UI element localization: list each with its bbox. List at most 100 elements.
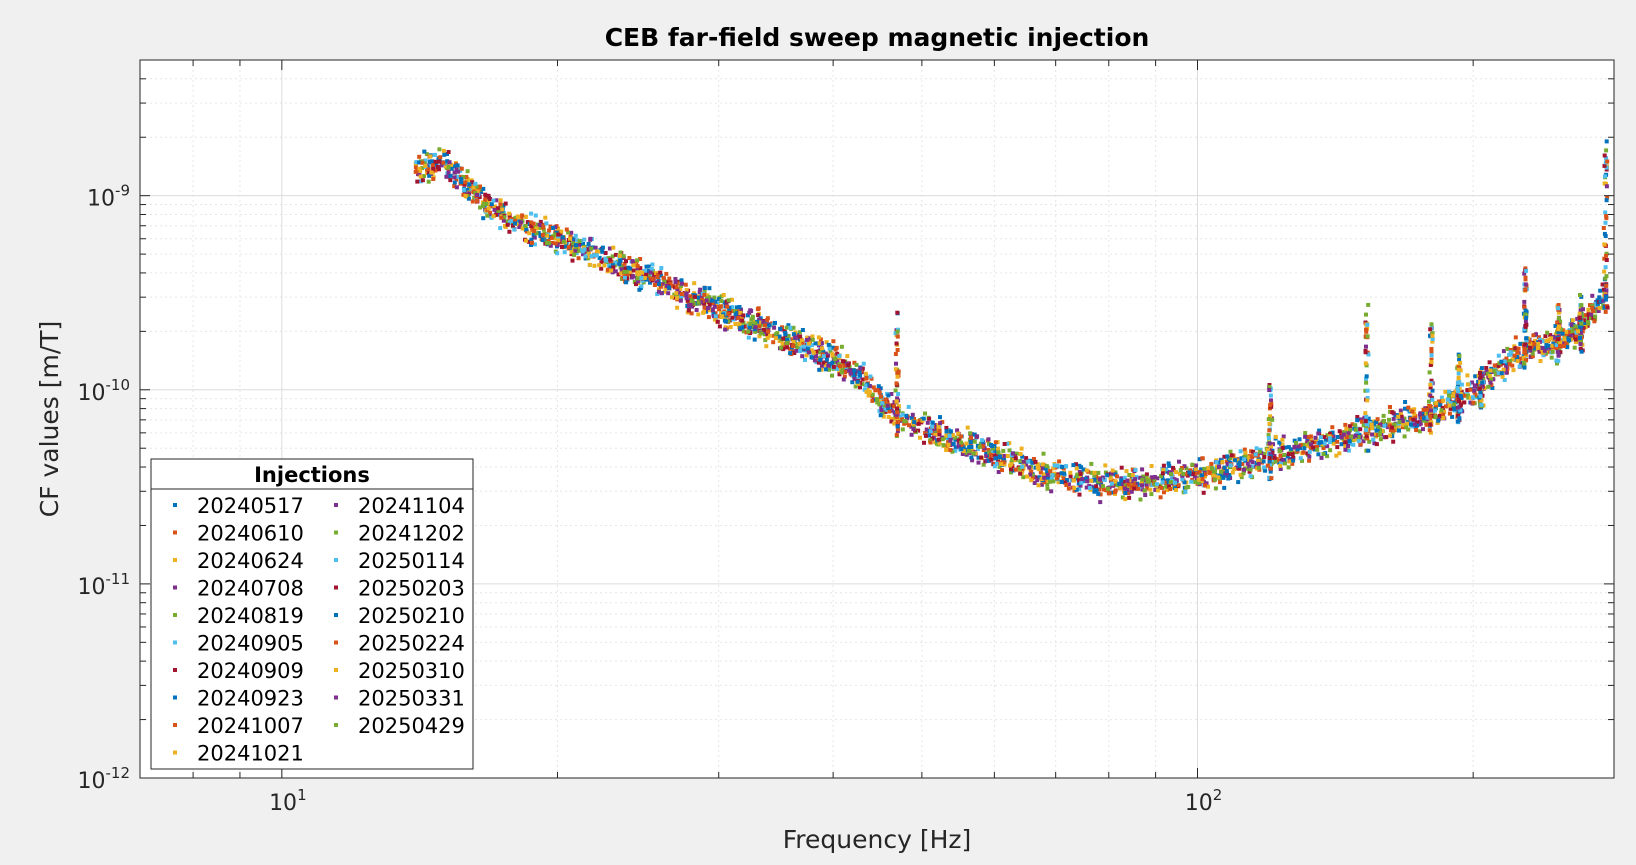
scatter-point bbox=[1045, 475, 1050, 480]
scatter-point bbox=[635, 264, 640, 269]
scatter-point bbox=[906, 404, 911, 409]
scatter-point bbox=[1286, 445, 1291, 450]
scatter-point bbox=[467, 186, 472, 191]
scatter-point bbox=[1504, 365, 1509, 370]
scatter-point bbox=[896, 426, 900, 431]
scatter-point bbox=[1183, 472, 1188, 477]
scatter-point bbox=[1359, 419, 1364, 424]
scatter-point bbox=[1206, 484, 1210, 489]
scatter-point bbox=[1366, 448, 1371, 453]
scatter-point bbox=[1020, 468, 1025, 473]
scatter-point bbox=[1182, 464, 1187, 469]
scatter-point bbox=[1523, 319, 1528, 324]
legend-marker bbox=[173, 530, 177, 535]
scatter-point bbox=[532, 242, 537, 247]
scatter-point bbox=[1068, 470, 1073, 475]
scatter-point bbox=[1364, 327, 1368, 332]
scatter-point bbox=[634, 260, 639, 265]
scatter-point bbox=[1280, 446, 1285, 450]
scatter-point bbox=[740, 318, 745, 323]
scatter-point bbox=[1280, 437, 1285, 442]
scatter-point bbox=[831, 364, 836, 369]
scatter-point bbox=[524, 227, 529, 232]
scatter-point bbox=[843, 370, 848, 374]
scatter-point bbox=[979, 455, 984, 460]
scatter-point bbox=[1466, 395, 1471, 400]
scatter-point bbox=[937, 429, 942, 433]
scatter-point bbox=[1256, 458, 1261, 463]
scatter-point bbox=[735, 305, 739, 310]
scatter-point bbox=[967, 437, 972, 442]
scatter-point bbox=[529, 237, 534, 242]
scatter-point bbox=[1584, 313, 1588, 318]
scatter-point bbox=[613, 252, 618, 257]
scatter-point bbox=[976, 455, 981, 460]
scatter-point bbox=[479, 187, 483, 192]
scatter-point bbox=[1459, 382, 1464, 387]
legend-label: 20250203 bbox=[358, 577, 465, 601]
scatter-point bbox=[513, 218, 518, 223]
scatter-point bbox=[1079, 465, 1084, 470]
scatter-point bbox=[1002, 453, 1007, 458]
scatter-point bbox=[659, 266, 664, 270]
scatter-point bbox=[900, 427, 905, 432]
scatter-point bbox=[965, 425, 970, 430]
scatter-point bbox=[1456, 394, 1461, 399]
scatter-point bbox=[1352, 437, 1357, 442]
scatter-point bbox=[675, 296, 680, 301]
scatter-point bbox=[1429, 420, 1434, 425]
scatter-point bbox=[824, 360, 829, 365]
scatter-point bbox=[948, 429, 953, 434]
scatter-point bbox=[798, 349, 803, 354]
scatter-point bbox=[1374, 420, 1379, 424]
scatter-point bbox=[500, 207, 505, 212]
scatter-point bbox=[1589, 315, 1593, 320]
scatter-point bbox=[561, 237, 566, 242]
scatter-point bbox=[1007, 448, 1012, 453]
scatter-point bbox=[1077, 492, 1082, 497]
scatter-point bbox=[818, 357, 823, 362]
scatter-point bbox=[728, 325, 733, 329]
scatter-point bbox=[1545, 330, 1550, 335]
scatter-point bbox=[878, 413, 883, 418]
scatter-point bbox=[1455, 413, 1460, 418]
scatter-point bbox=[719, 299, 724, 303]
scatter-point bbox=[1421, 427, 1425, 432]
scatter-point bbox=[759, 331, 764, 336]
scatter-point bbox=[710, 301, 715, 305]
scatter-point bbox=[1427, 399, 1431, 404]
scatter-point bbox=[712, 304, 717, 309]
scatter-point bbox=[837, 372, 842, 377]
scatter-point bbox=[1249, 454, 1254, 459]
scatter-point bbox=[1524, 338, 1529, 343]
scatter-point bbox=[1367, 439, 1372, 444]
scatter-point bbox=[1523, 312, 1528, 316]
scatter-point bbox=[608, 265, 613, 270]
scatter-point bbox=[430, 163, 435, 167]
scatter-point bbox=[833, 347, 838, 352]
scatter-point bbox=[417, 154, 422, 159]
scatter-point bbox=[1172, 477, 1177, 482]
scatter-point bbox=[809, 355, 814, 360]
scatter-point bbox=[823, 367, 828, 372]
scatter-point bbox=[835, 351, 840, 356]
scatter-point bbox=[556, 232, 561, 237]
scatter-point bbox=[577, 239, 582, 244]
scatter-point bbox=[454, 167, 459, 172]
scatter-point bbox=[1604, 148, 1609, 153]
scatter-point bbox=[1023, 462, 1028, 467]
scatter-point bbox=[1427, 428, 1432, 433]
scatter-point bbox=[452, 175, 457, 180]
scatter-point bbox=[1346, 444, 1350, 448]
scatter-point bbox=[553, 241, 558, 246]
scatter-point bbox=[1550, 349, 1555, 354]
scatter-point bbox=[549, 235, 554, 240]
scatter-point bbox=[586, 241, 591, 246]
scatter-point bbox=[1321, 446, 1326, 450]
scatter-point bbox=[1225, 459, 1229, 464]
scatter-point bbox=[854, 362, 859, 367]
scatter-point bbox=[940, 420, 945, 425]
scatter-point bbox=[959, 447, 964, 452]
scatter-point bbox=[833, 356, 838, 361]
scatter-point bbox=[1043, 466, 1048, 471]
